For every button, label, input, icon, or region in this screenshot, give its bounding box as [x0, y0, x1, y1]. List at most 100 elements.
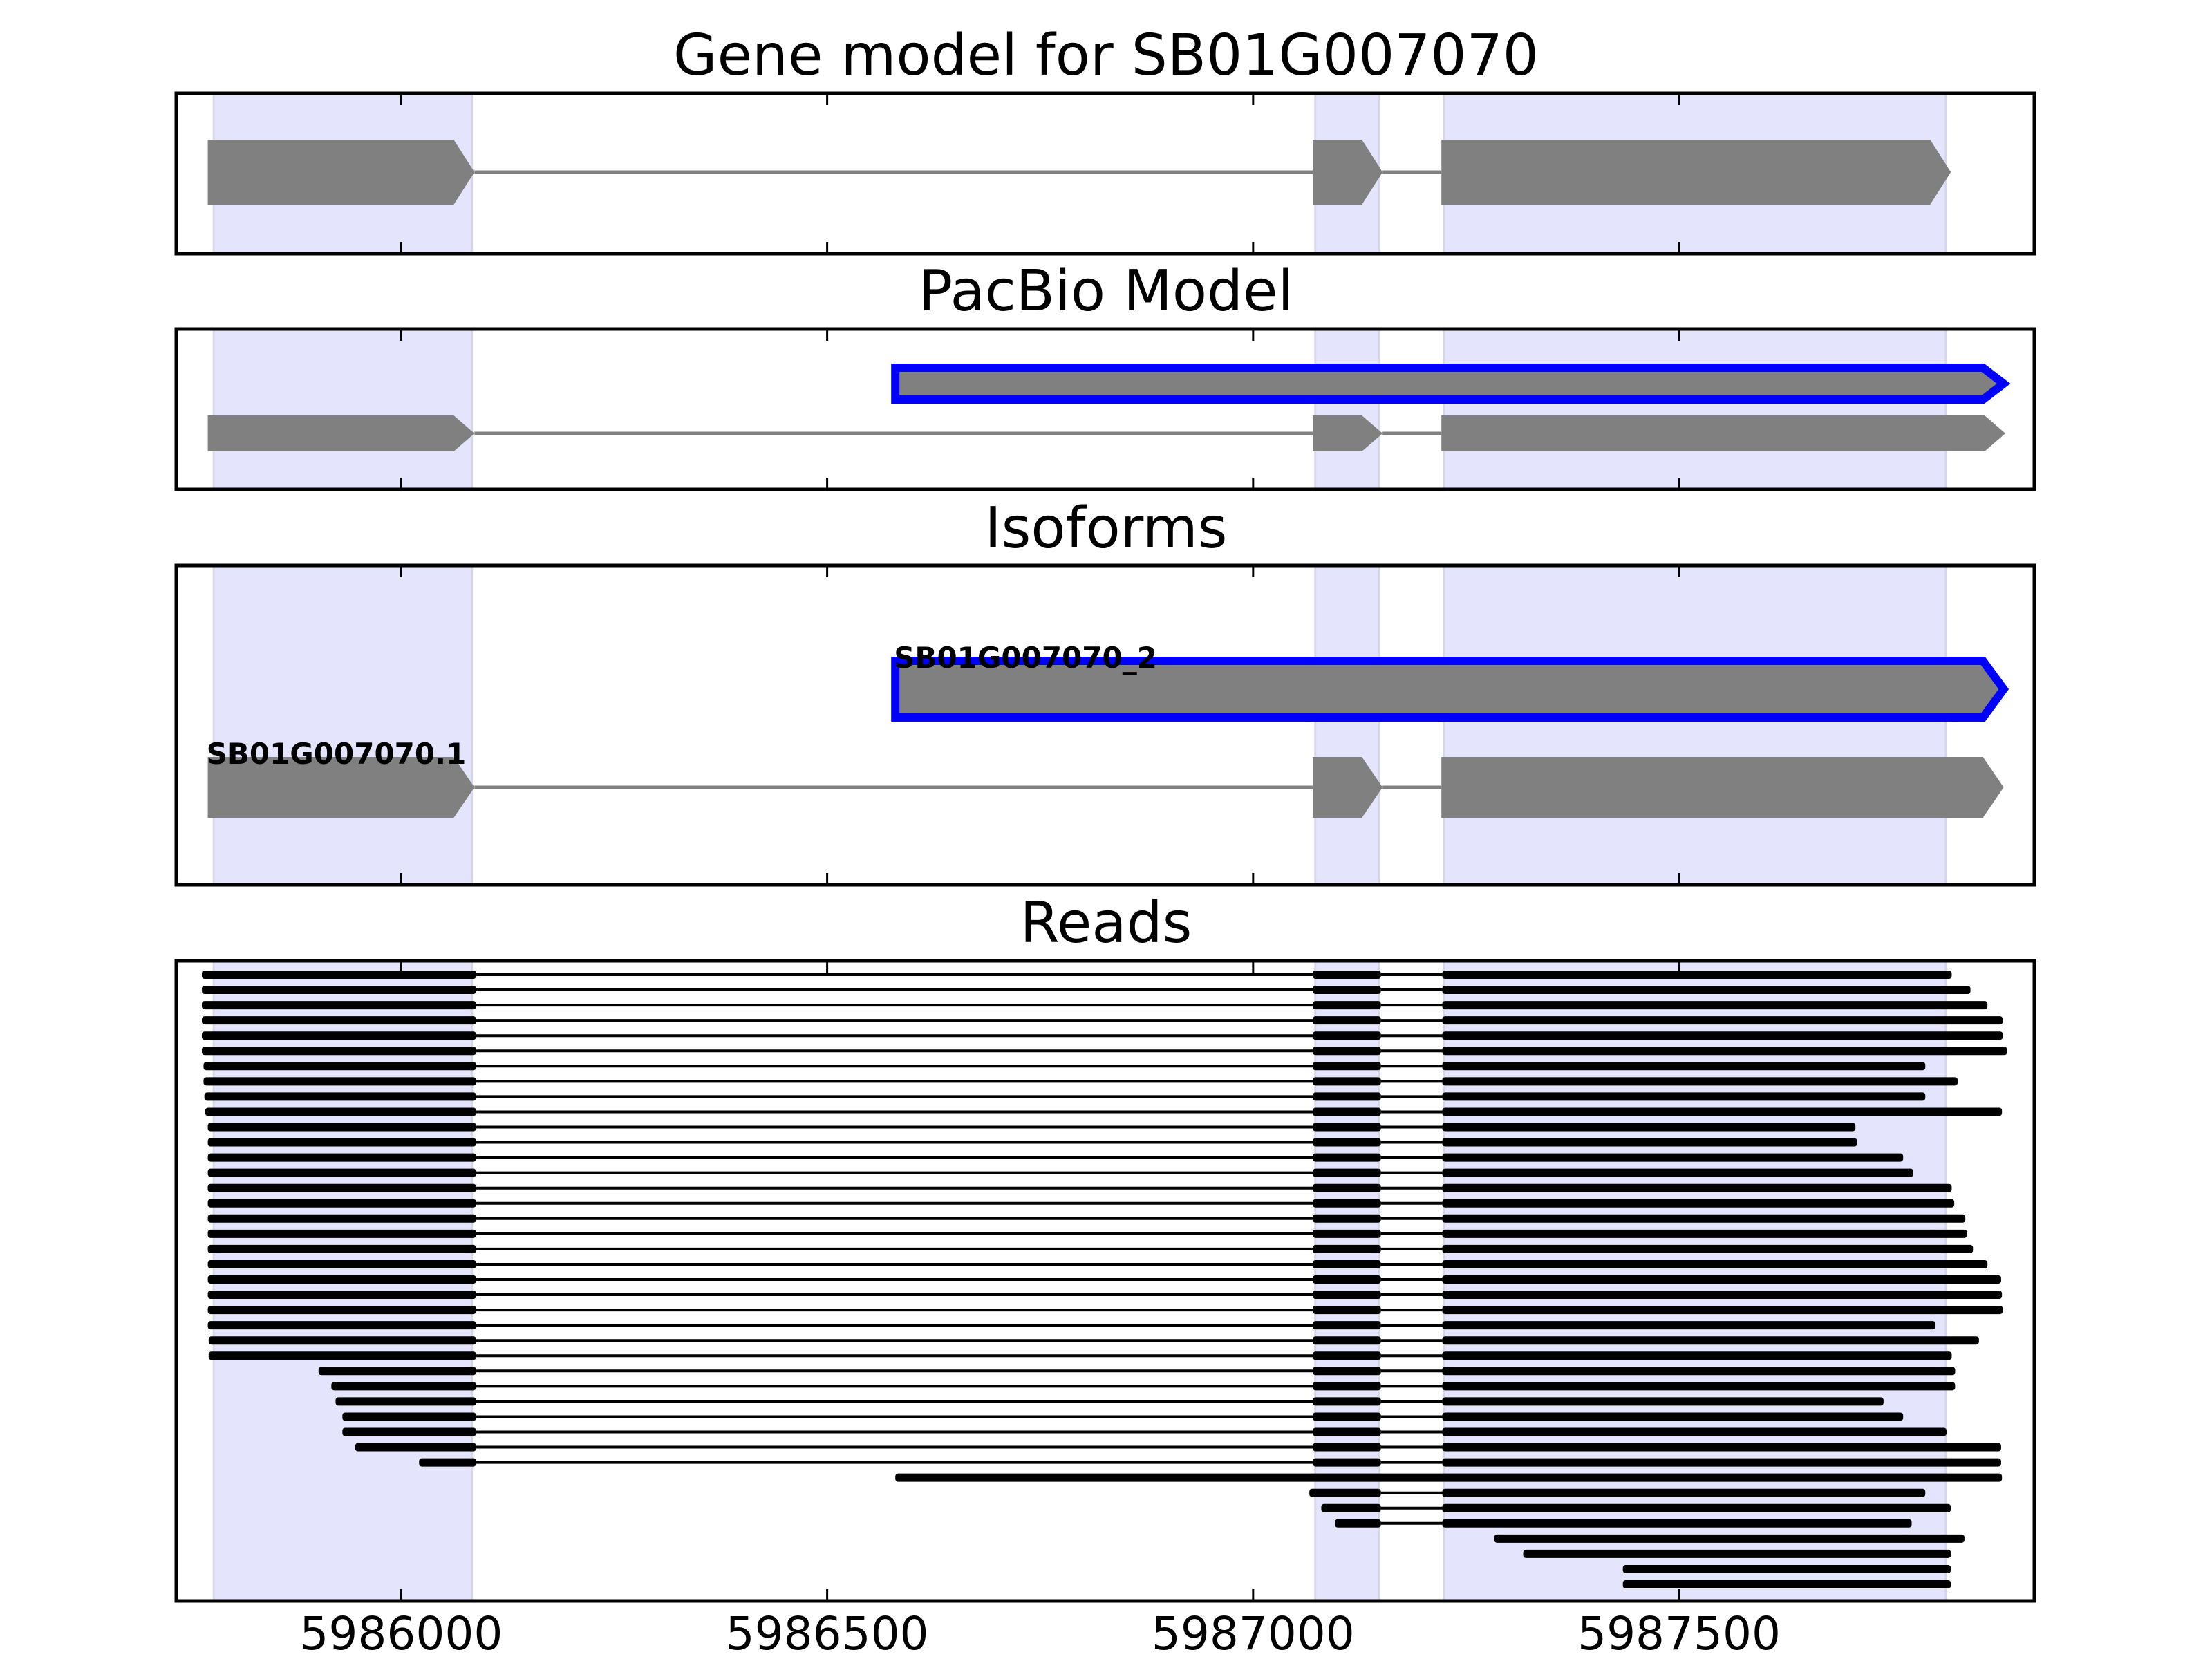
read-block	[1313, 1244, 1381, 1253]
read-block	[1442, 1214, 1966, 1223]
panel-title-isoforms: Isoforms	[985, 496, 1228, 561]
read-block	[207, 1275, 476, 1284]
read-5	[201, 1031, 2003, 1040]
read-block	[1313, 1153, 1381, 1162]
read-block	[342, 1412, 476, 1421]
read-block	[201, 1047, 476, 1056]
read-block	[1313, 1336, 1381, 1345]
read-block	[1313, 1351, 1381, 1360]
read-17	[207, 1214, 1966, 1223]
panel-title-pacbio-model: PacBio Model	[919, 259, 1294, 324]
read-block	[1523, 1549, 1951, 1558]
read-block	[1313, 1427, 1381, 1436]
isoform-label: SB01G007070.1	[207, 737, 467, 771]
read-block	[207, 1244, 476, 1253]
read-block	[895, 1473, 2003, 1482]
read-block	[1442, 1199, 1955, 1208]
read-11	[207, 1123, 1856, 1132]
x-tick-label: 5987000	[1152, 1607, 1355, 1659]
read-block	[1313, 986, 1381, 995]
read-19	[207, 1244, 1974, 1253]
read-block	[208, 1336, 476, 1345]
read-block	[1442, 1183, 1952, 1192]
read-block	[1442, 1427, 1947, 1436]
read-block	[207, 1138, 476, 1147]
exon-block	[1313, 415, 1383, 451]
read-32	[355, 1443, 2001, 1452]
read-block	[1442, 1367, 1956, 1376]
panel-frame	[174, 959, 2036, 1603]
read-block	[1313, 1092, 1381, 1101]
highlighted-isoform-exon	[891, 657, 2009, 722]
read-block	[1442, 1244, 1974, 1253]
shaded-exon-region	[1443, 328, 1947, 491]
read-block	[1313, 1229, 1381, 1238]
read-41	[1622, 1580, 1951, 1588]
read-block	[1313, 1123, 1381, 1132]
exon-block	[207, 757, 475, 818]
shaded-exon-region	[212, 328, 474, 491]
read-30	[342, 1412, 1904, 1421]
x-tick-label: 5986500	[726, 1607, 929, 1659]
shaded-exon-region	[1314, 564, 1380, 886]
x-tick-label: 5987500	[1577, 1607, 1781, 1659]
read-block	[1442, 1168, 1913, 1177]
read-block	[1313, 1412, 1381, 1421]
read-block	[201, 971, 476, 979]
read-26	[208, 1351, 1952, 1360]
read-block	[1442, 1123, 1856, 1132]
read-block	[1313, 1016, 1381, 1025]
read-block	[1313, 1001, 1381, 1010]
read-block	[205, 1107, 476, 1116]
read-block	[1494, 1534, 1965, 1543]
plot-layer: SB01G007070_2 SB01G007070.1 5986000 5986500…	[174, 91, 2036, 1659]
panel-2: SB01G007070_2 SB01G007070.1	[174, 563, 2036, 887]
read-block	[1313, 1183, 1381, 1192]
read-block	[201, 986, 476, 995]
read-block	[1313, 1306, 1381, 1315]
read-18	[207, 1229, 1967, 1238]
read-block	[1442, 1397, 1884, 1406]
panel-frame	[174, 91, 2036, 256]
read-block	[207, 1153, 476, 1162]
shaded-exon-region	[1443, 564, 1947, 886]
read-21	[207, 1275, 2001, 1284]
read-block	[1313, 1367, 1381, 1376]
read-13	[207, 1153, 1904, 1162]
read-23	[207, 1306, 2003, 1315]
read-block	[1313, 1259, 1381, 1268]
read-28	[331, 1382, 1956, 1391]
read-block	[207, 1291, 476, 1300]
read-7	[203, 1062, 1926, 1071]
read-block	[318, 1367, 476, 1376]
read-block	[1313, 1214, 1381, 1223]
read-39	[1523, 1549, 1951, 1558]
read-block	[207, 1229, 476, 1238]
read-block	[1335, 1519, 1381, 1528]
read-27	[318, 1367, 1956, 1376]
read-block	[355, 1443, 476, 1452]
read-block	[1313, 1397, 1381, 1406]
read-block	[1442, 1488, 1926, 1497]
read-22	[207, 1291, 2003, 1300]
panel-frame	[174, 563, 2036, 887]
read-block	[1442, 1351, 1952, 1360]
read-16	[207, 1199, 1955, 1208]
read-block	[1313, 1047, 1381, 1056]
read-9	[204, 1092, 1926, 1101]
read-block	[1442, 1321, 1936, 1330]
read-block	[1442, 1412, 1904, 1421]
read-block	[1313, 1031, 1381, 1040]
read-25	[208, 1336, 1979, 1345]
highlighted-isoform-exon	[891, 364, 2011, 404]
read-block	[207, 1183, 476, 1192]
panel-title-reads: Reads	[1020, 890, 1192, 956]
shaded-exon-region	[1314, 328, 1380, 491]
read-block	[1321, 1503, 1381, 1512]
read-34	[895, 1473, 2003, 1482]
exon-block	[1441, 140, 1951, 205]
read-block	[1442, 1275, 2001, 1284]
read-block	[342, 1427, 476, 1436]
read-4	[201, 1016, 2003, 1025]
read-block	[1442, 1153, 1904, 1162]
